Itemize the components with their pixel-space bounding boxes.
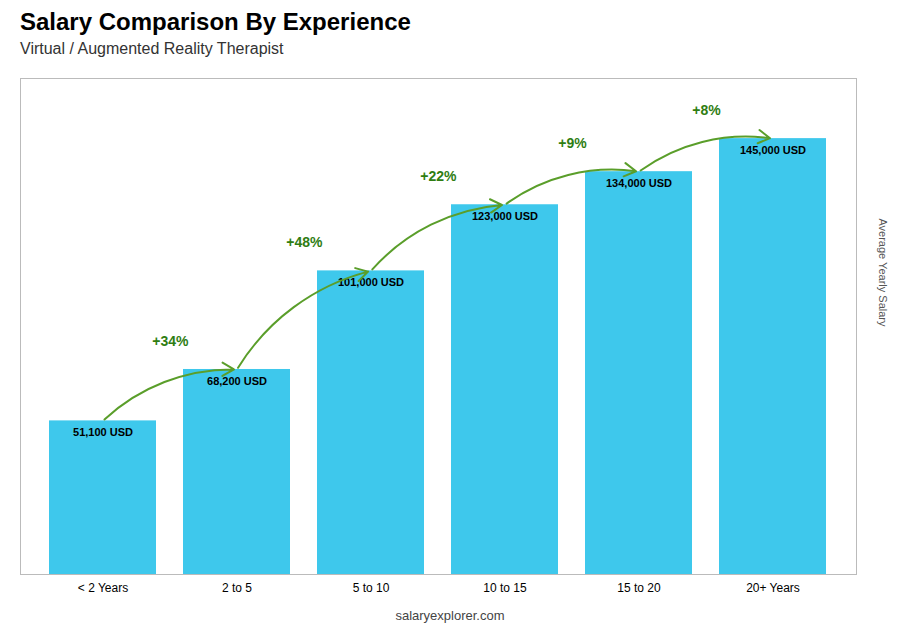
svg-text:< 2 Years: < 2 Years — [78, 581, 128, 595]
svg-text:145,000 USD: 145,000 USD — [740, 144, 806, 156]
svg-text:68,200 USD: 68,200 USD — [207, 375, 267, 387]
html-text:Virtual / Augmented Reality Th: Virtual / Augmented Reality Therapist — [20, 40, 284, 57]
svg-text:20+ Years: 20+ Years — [746, 581, 800, 595]
svg-text:2 to 5: 2 to 5 — [222, 581, 252, 595]
svg-text:+22%: +22% — [420, 168, 457, 184]
svg-text:101,000 USD: 101,000 USD — [338, 276, 404, 289]
svg-text:+34%: +34% — [152, 333, 189, 349]
svg-text:134,000 USD: 134,000 USD — [606, 177, 672, 189]
html-text:salaryexplorer.com: salaryexplorer.com — [395, 608, 505, 623]
svg-text:123,000 USD: 123,000 USD — [472, 210, 538, 222]
svg-text:51,100 USD: 51,100 USD — [73, 426, 133, 438]
svg-text:+48%: +48% — [286, 234, 323, 250]
svg-text:5 to 10: 5 to 10 — [353, 581, 390, 595]
svg-text:+9%: +9% — [558, 135, 587, 151]
html-text:Salary Comparison By Experienc: Salary Comparison By Experience — [20, 8, 411, 35]
svg-text:+8%: +8% — [692, 102, 721, 118]
svg-text:Average Yearly Salary: Average Yearly Salary — [877, 218, 889, 327]
svg-text:15 to 20: 15 to 20 — [617, 581, 661, 595]
svg-text:10 to 15: 10 to 15 — [483, 581, 527, 595]
